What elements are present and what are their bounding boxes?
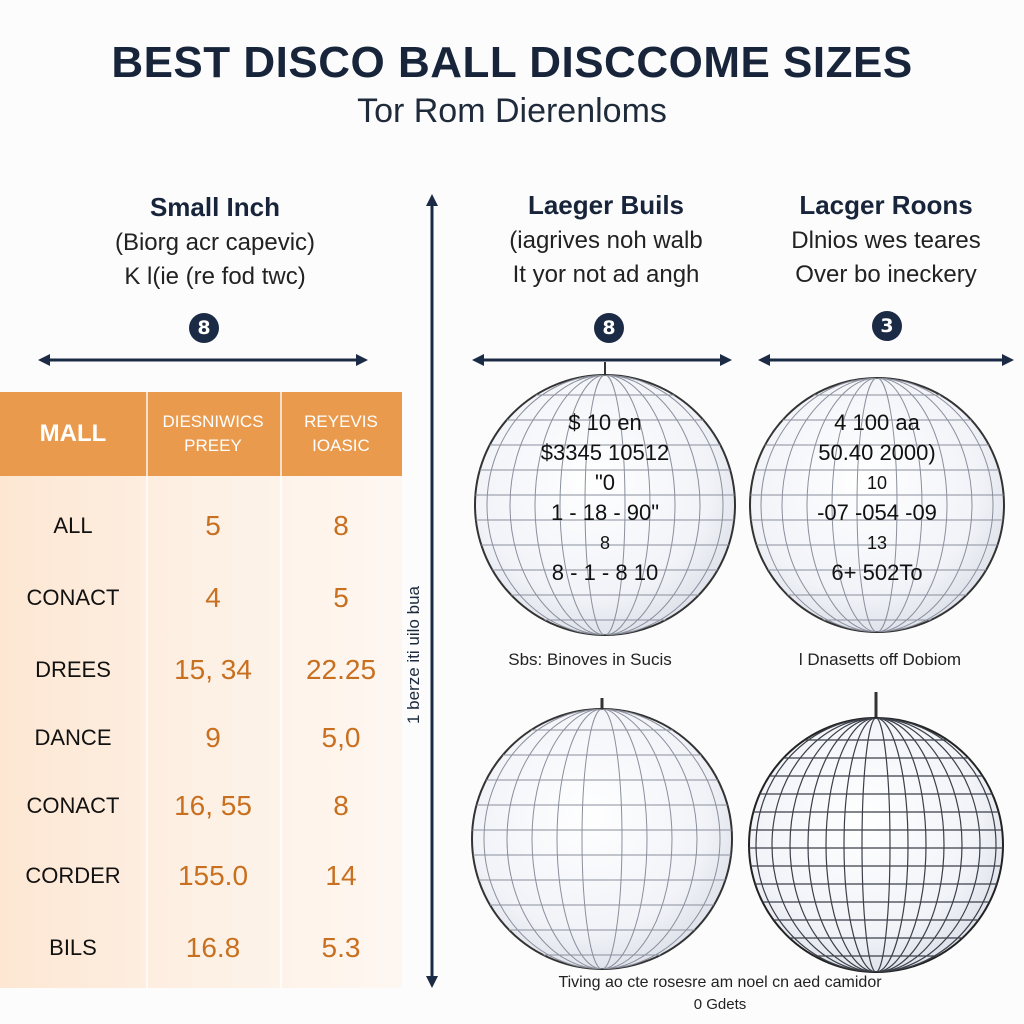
ball-2-value: 13	[866, 533, 888, 553]
row-label: CONACT	[26, 585, 120, 610]
table-row: CONACT 4 5	[0, 568, 402, 628]
disco-ball-4	[748, 717, 1004, 973]
row-label: CONACT	[26, 793, 120, 818]
column-small-line-2: K l(ie (re fod twc)	[124, 263, 306, 290]
table-header-reviews: REYEVIS IOASIC	[304, 412, 378, 455]
ball-1-value: 8	[599, 533, 610, 553]
table-header-dimensions: DIESNIWICS PREEY	[162, 412, 264, 455]
ball-2-value: 50.40 2000)	[818, 440, 936, 465]
disco-ball-3	[471, 708, 733, 970]
table-divider	[280, 392, 282, 988]
ball-1-value: "0	[594, 470, 616, 495]
badge-larger-bulbs: 8	[594, 313, 624, 343]
row-value-2: 5	[333, 582, 349, 613]
ball-1-value: $3345 10512	[540, 440, 670, 465]
row-label: CORDER	[25, 863, 121, 888]
ball-1-value: 1 - 18 - 90"	[550, 500, 660, 525]
table-divider	[146, 392, 148, 988]
ball-1-caption: Sbs: Binoves in Sucis	[508, 650, 672, 669]
column-larger-rooms: Lacger Roons Dlnios wes teares Over bo i…	[748, 190, 1024, 289]
ball-2-values: 4 100 aa 50.40 2000) 10 -07 -054 -09 13 …	[787, 408, 967, 588]
disco-ball-1	[474, 374, 736, 636]
column-larger-rooms-heading: Lacger Roons	[799, 190, 973, 220]
badge-larger-rooms: 3	[872, 311, 902, 341]
footer-note-2: 0 Gdets	[693, 996, 747, 1013]
table-row: CONACT 16, 55 8	[0, 776, 402, 836]
column-larger-bulbs-line-1: (iagrives noh walb	[509, 227, 703, 254]
ball-2-value: 10	[866, 473, 888, 493]
row-value-2: 8	[333, 790, 349, 821]
row-value-1: 155.0	[177, 860, 249, 891]
row-value-1: 16, 55	[174, 790, 252, 821]
row-label: BILS	[49, 935, 97, 960]
column-larger-bulbs: Laeger Buils (iagrives noh walb It yor n…	[460, 190, 752, 289]
row-value-2: 8	[333, 510, 349, 541]
row-value-2: 14	[325, 860, 357, 891]
row-value-1: 9	[205, 722, 221, 753]
row-label: ALL	[53, 513, 93, 538]
page-subtitle: Tor Rom Dierenloms	[357, 92, 667, 130]
height-axis-label: 1 berze iti uilo bua	[404, 586, 423, 724]
column-larger-rooms-line-1: Dlnios wes teares	[791, 227, 981, 254]
column-larger-rooms-line-2: Over bo ineckery	[795, 261, 977, 288]
table-row: DANCE 9 5,0	[0, 708, 402, 768]
ball-1-value: 8 - 1 - 8 10	[551, 560, 659, 585]
row-value-1: 16.8	[185, 932, 241, 963]
badge-small: 8	[189, 313, 219, 343]
row-value-1: 15, 34	[174, 654, 252, 685]
row-value-2: 22.25	[305, 654, 377, 685]
ball-2-value: 4 100 aa	[834, 410, 920, 435]
ball-1-value: $ 10 en	[568, 410, 642, 435]
size-table: MALL DIESNIWICS PREEY REYEVIS IOASIC ALL…	[0, 392, 402, 988]
column-larger-bulbs-line-2: It yor not ad angh	[512, 261, 700, 288]
row-label: DREES	[35, 657, 111, 682]
table-row: BILS 16.8 5.3	[0, 918, 402, 978]
column-larger-bulbs-heading: Laeger Buils	[527, 190, 685, 220]
row-label: DANCE	[34, 725, 112, 750]
table-row: CORDER 155.0 14	[0, 846, 402, 906]
column-small-line-1: (Biorg acr capevic)	[114, 229, 316, 256]
table-row: ALL 5 8	[0, 496, 402, 556]
column-small: Small Inch (Biorg acr capevic) K l(ie (r…	[60, 192, 370, 291]
table-header-mall: MALL	[39, 420, 107, 447]
row-value-2: 5,0	[321, 722, 361, 753]
footer-note: Tiving ao cte rosesre am noel cn aed cam…	[558, 974, 882, 991]
ball-2-value: 6+ 502To	[831, 560, 923, 585]
row-value-1: 5	[205, 510, 221, 541]
table-header: MALL DIESNIWICS PREEY REYEVIS IOASIC	[0, 392, 402, 476]
row-value-2: 5.3	[321, 932, 361, 963]
disco-ball-2	[749, 377, 1005, 633]
ball-2-value: -07 -054 -09	[817, 500, 937, 525]
table-row: DREES 15, 34 22.25	[0, 640, 402, 700]
column-small-heading: Small Inch	[149, 192, 281, 222]
ball-1-values: $ 10 en $3345 10512 "0 1 - 18 - 90" 8 8 …	[515, 408, 695, 588]
ball-2-caption: l Dnasetts off Dobiom	[798, 650, 962, 669]
page-title: BEST DISCO BALL DISCCOME SIZES	[111, 38, 913, 87]
row-value-1: 4	[205, 582, 221, 613]
